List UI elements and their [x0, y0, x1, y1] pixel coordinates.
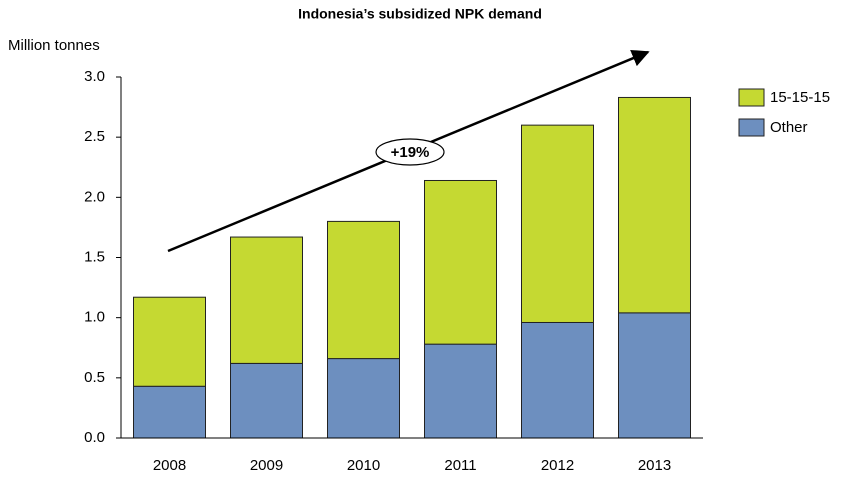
x-tick-label: 2011 — [444, 457, 476, 474]
y-tick-label: 0.0 — [84, 429, 105, 446]
y-axis-label: Million tonnes — [8, 37, 100, 54]
bar-segment — [327, 220, 400, 360]
bar-segment — [618, 96, 691, 314]
y-tick-label: 2.5 — [84, 128, 105, 145]
annotation: +19% — [391, 144, 430, 161]
bar-segment — [618, 312, 691, 439]
bar-segment — [424, 179, 497, 345]
x-tick-label: 2013 — [638, 457, 671, 474]
y-tick-label: 2.0 — [84, 188, 105, 205]
bar-segment — [230, 236, 303, 364]
x-tick-label: 2010 — [347, 457, 380, 474]
bar-segment — [424, 343, 497, 439]
bar-segment — [521, 124, 594, 323]
bar-segment — [133, 296, 206, 387]
x-tick-label: 2008 — [153, 457, 186, 474]
legend-swatch — [738, 88, 765, 107]
bar-segment — [230, 362, 303, 439]
legend-label: 15-15-15 — [770, 89, 830, 106]
x-tick-label: 2012 — [541, 457, 574, 474]
bar-segment — [327, 358, 400, 439]
annotation-bubble — [375, 138, 445, 166]
bar-segment — [133, 385, 206, 439]
y-tick-label: 3.0 — [84, 68, 105, 85]
bar-segment — [521, 321, 594, 439]
x-tick-label: 2009 — [250, 457, 283, 474]
y-tick-label: 1.0 — [84, 309, 105, 326]
y-tick-label: 0.5 — [84, 369, 105, 386]
y-tick-label: 1.5 — [84, 248, 105, 265]
legend-swatch — [738, 118, 765, 137]
legend-label: Other — [770, 119, 808, 136]
chart-title: Indonesia’s subsidized NPK demand — [298, 6, 542, 22]
